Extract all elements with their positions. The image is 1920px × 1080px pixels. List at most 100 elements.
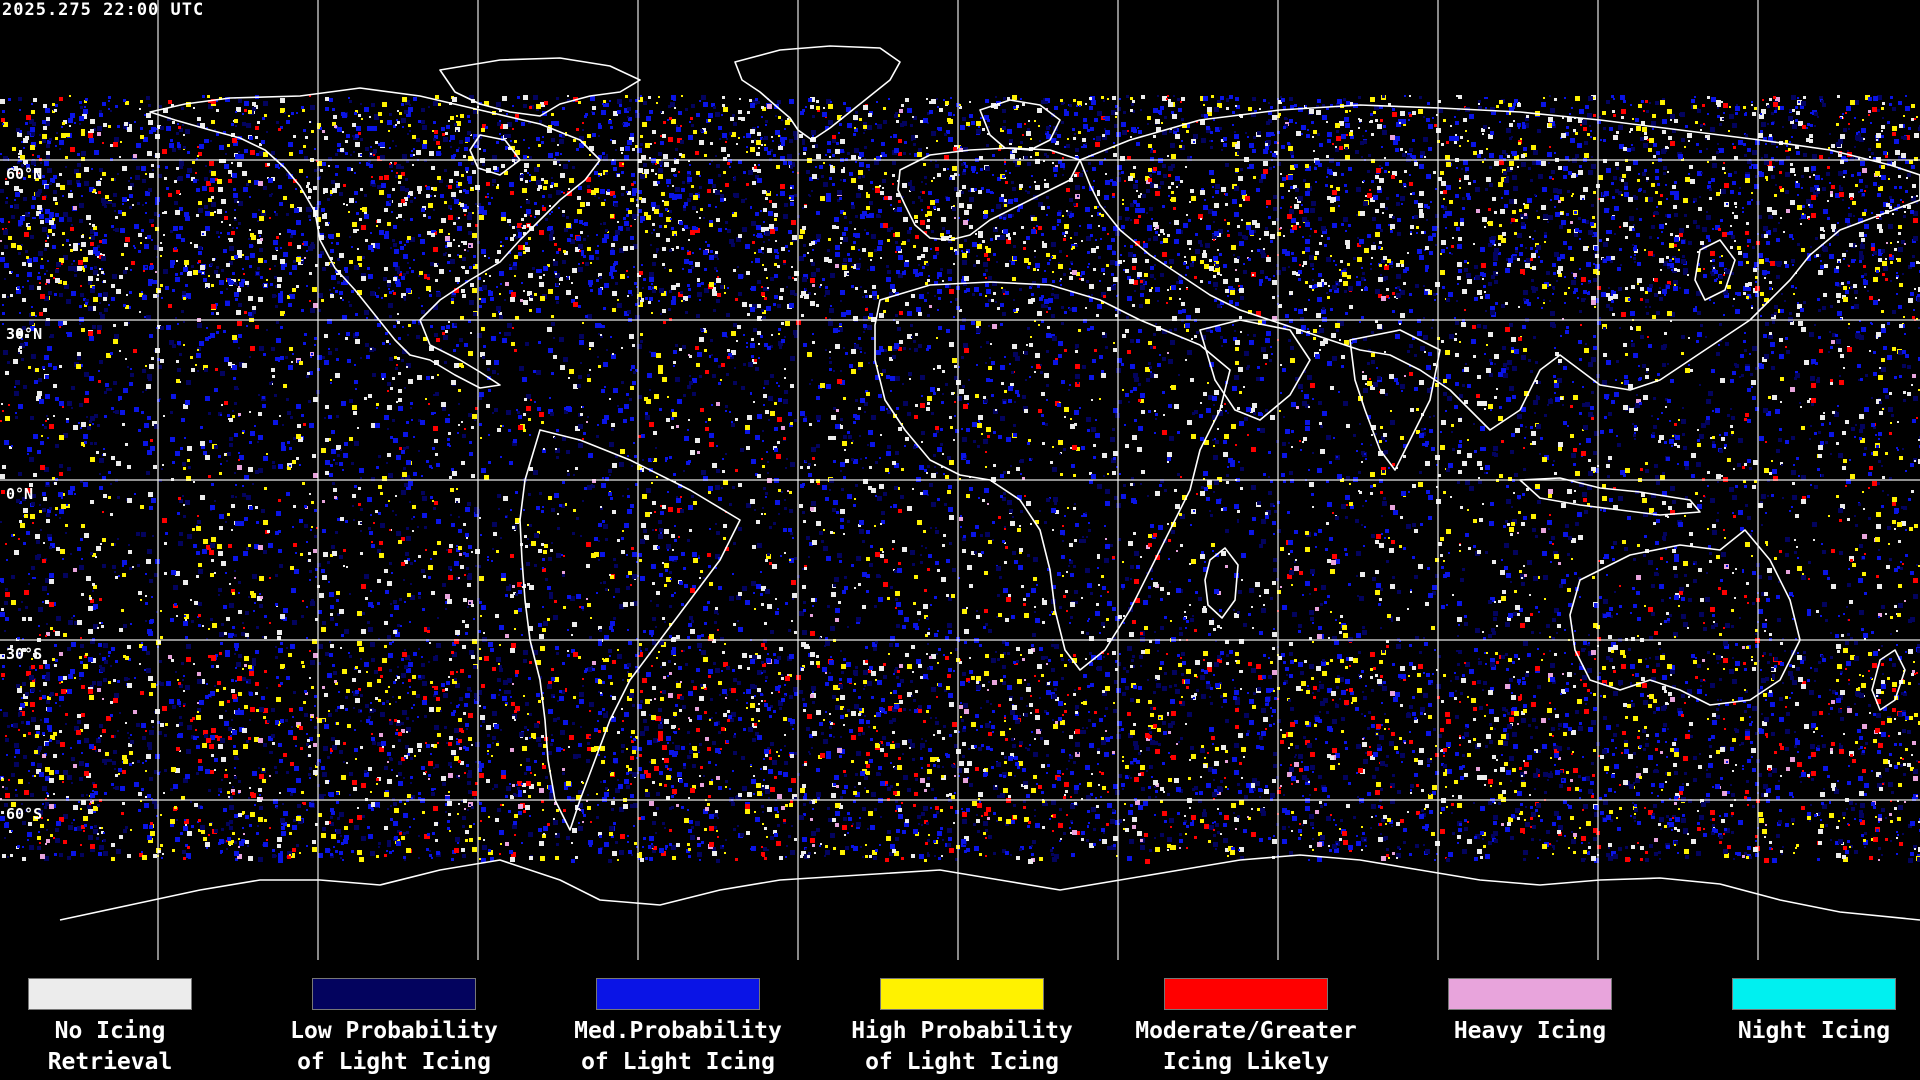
icing-pixel <box>1113 142 1115 144</box>
icing-pixel <box>490 297 494 301</box>
icing-pixel <box>1409 182 1413 186</box>
icing-pixel <box>863 105 868 110</box>
icing-pixel <box>1424 156 1426 158</box>
icing-pixel <box>155 201 159 205</box>
icing-pixel <box>731 243 735 247</box>
icing-pixel <box>1829 133 1831 135</box>
icing-pixel <box>780 156 785 161</box>
icing-pixel <box>1268 216 1271 219</box>
icing-pixel <box>1904 243 1906 245</box>
icing-pixel <box>1751 104 1753 106</box>
icing-pixel <box>1809 134 1813 138</box>
icing-pixel <box>1579 165 1582 168</box>
icing-pixel <box>478 190 480 192</box>
icing-pixel <box>720 198 724 202</box>
icing-pixel <box>1751 199 1753 201</box>
icing-pixel <box>1101 96 1104 99</box>
icing-pixel <box>496 186 499 189</box>
icing-pixel <box>534 293 537 296</box>
icing-pixel <box>524 163 529 168</box>
icing-pixel <box>221 221 223 223</box>
icing-pixel <box>8 236 12 240</box>
icing-pixel <box>1693 198 1697 202</box>
icing-pixel <box>1809 139 1813 143</box>
icing-pixel <box>1067 211 1072 216</box>
icing-pixel <box>1327 296 1330 299</box>
icing-pixel <box>576 148 579 151</box>
icing-pixel <box>1764 160 1769 165</box>
icing-pixel <box>1858 131 1860 133</box>
icing-pixel <box>1785 150 1787 152</box>
icing-pixel <box>1855 135 1860 140</box>
icing-pixel <box>884 172 887 175</box>
icing-pixel <box>612 140 616 144</box>
icing-pixel <box>1861 275 1864 278</box>
icing-pixel <box>774 249 778 253</box>
icing-pixel <box>610 214 614 218</box>
icing-pixel <box>1745 283 1749 287</box>
icing-pixel <box>3 122 8 127</box>
icing-pixel <box>1733 298 1735 300</box>
icing-pixel <box>1359 119 1362 122</box>
icing-pixel <box>961 279 966 284</box>
icing-pixel <box>283 196 287 200</box>
icing-pixel <box>331 275 336 280</box>
icing-pixel <box>280 108 285 113</box>
icing-pixel <box>757 169 761 173</box>
icing-pixel <box>1270 234 1275 239</box>
icing-pixel <box>829 177 832 180</box>
icing-pixel <box>643 163 647 167</box>
icing-pixel <box>1390 230 1393 233</box>
icing-pixel <box>689 164 691 166</box>
icing-pixel <box>357 229 359 231</box>
icing-pixel <box>660 165 662 167</box>
icing-pixel <box>1409 174 1411 176</box>
icing-pixel <box>166 187 169 190</box>
icing-pixel <box>1221 149 1223 151</box>
icing-pixel <box>1446 141 1449 144</box>
icing-pixel <box>381 183 386 188</box>
icing-pixel <box>603 104 606 107</box>
icing-pixel <box>1653 215 1655 217</box>
icing-pixel <box>963 162 966 165</box>
icing-pixel <box>1611 291 1616 296</box>
icing-pixel <box>1778 222 1780 224</box>
icing-pixel <box>1801 175 1804 178</box>
icing-pixel <box>913 143 916 146</box>
icing-pixel <box>187 151 190 154</box>
icing-pixel <box>1184 256 1186 258</box>
icing-pixel <box>322 130 325 133</box>
icing-pixel <box>1046 214 1048 216</box>
icing-pixel <box>1903 215 1906 218</box>
icing-pixel <box>1400 111 1405 116</box>
icing-pixel <box>1558 266 1563 271</box>
icing-pixel <box>1091 248 1096 253</box>
icing-pixel <box>1527 198 1532 203</box>
icing-pixel <box>1574 211 1577 214</box>
icing-pixel <box>1345 230 1347 232</box>
icing-pixel <box>1647 287 1652 292</box>
icing-pixel <box>1630 128 1633 131</box>
icing-pixel <box>1099 280 1101 282</box>
icing-pixel <box>1712 259 1715 262</box>
icing-pixel <box>1827 166 1830 169</box>
icing-pixel <box>1482 133 1484 135</box>
icing-pixel <box>762 190 766 194</box>
icing-pixel <box>1457 244 1462 249</box>
icing-pixel <box>991 209 994 212</box>
icing-pixel <box>1504 178 1509 183</box>
icing-pixel <box>1332 223 1337 228</box>
icing-pixel <box>442 133 445 136</box>
icing-pixel <box>459 255 462 258</box>
icing-pixel <box>1243 263 1245 265</box>
icing-pixel <box>1659 224 1664 229</box>
icing-pixel <box>123 124 128 129</box>
icing-pixel <box>965 165 968 168</box>
icing-pixel <box>286 173 289 176</box>
icing-pixel <box>1349 132 1353 136</box>
icing-pixel <box>1002 109 1006 113</box>
icing-pixel <box>853 233 857 237</box>
icing-pixel <box>384 234 389 239</box>
icing-pixel <box>45 240 47 242</box>
icing-pixel <box>94 266 97 269</box>
